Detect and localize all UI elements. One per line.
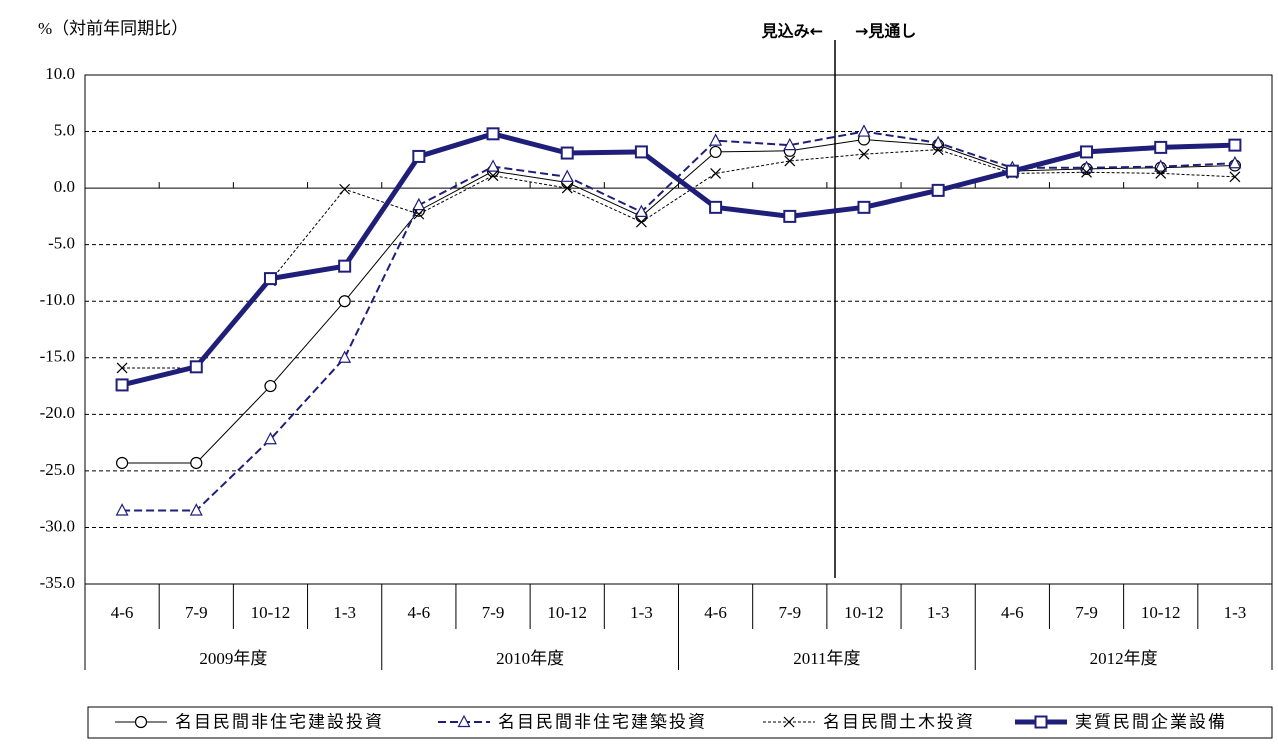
point xyxy=(189,360,203,374)
y-tick-label: -30.0 xyxy=(40,516,75,535)
x-tick-label: 10-12 xyxy=(1141,603,1181,622)
point xyxy=(560,146,574,160)
x-tick-label: 7-9 xyxy=(185,603,208,622)
point xyxy=(783,137,797,151)
y-tick-label: -20.0 xyxy=(40,403,75,422)
point xyxy=(931,183,945,197)
legend-marker xyxy=(1034,715,1048,729)
group-label: 2009年度 xyxy=(199,649,267,668)
point xyxy=(931,135,945,148)
point xyxy=(486,127,500,141)
y-tick-label: 0.0 xyxy=(54,177,75,196)
x-tick-label: 7-9 xyxy=(778,603,801,622)
point xyxy=(189,503,203,516)
point xyxy=(858,148,870,160)
point xyxy=(932,144,944,156)
legend-label: 実質民間企業設備 xyxy=(1075,713,1227,733)
series-line xyxy=(122,138,1235,464)
point xyxy=(338,259,352,273)
point xyxy=(634,145,648,159)
point xyxy=(1229,171,1241,183)
y-tick-label: -10.0 xyxy=(40,290,75,309)
x-tick-label: 1-3 xyxy=(333,603,356,622)
y-tick-label: 5.0 xyxy=(54,120,75,139)
point xyxy=(709,145,722,159)
legend-marker xyxy=(134,715,148,729)
y-tick-label: -25.0 xyxy=(40,460,75,479)
x-tick-label: 4-6 xyxy=(704,603,727,622)
point xyxy=(115,456,129,470)
legend-label: 名目民間土木投資 xyxy=(823,713,975,733)
point xyxy=(115,378,129,392)
y-tick-label: -15.0 xyxy=(40,347,75,366)
point xyxy=(190,456,203,470)
legend xyxy=(87,706,1273,739)
x-tick-label: 10-12 xyxy=(251,603,291,622)
annotation: 見込み← xyxy=(761,22,823,41)
point xyxy=(1154,159,1168,172)
x-tick-label: 7-9 xyxy=(1075,603,1098,622)
x-tick-label: 10-12 xyxy=(844,603,884,622)
y-tick-label: -35.0 xyxy=(40,573,75,592)
point xyxy=(857,124,871,137)
point xyxy=(784,155,796,167)
point xyxy=(412,197,426,211)
point xyxy=(1228,138,1242,152)
group-label: 2010年度 xyxy=(496,649,564,668)
x-tick-label: 4-6 xyxy=(1001,603,1024,622)
point xyxy=(634,204,648,217)
group-label: 2011年度 xyxy=(793,649,860,668)
legend-label: 名目民間非住宅建設投資 xyxy=(175,713,384,733)
series-line xyxy=(122,149,1235,369)
point xyxy=(264,379,277,393)
x-tick-label: 4-6 xyxy=(408,603,431,622)
group-label: 2012年度 xyxy=(1090,649,1158,668)
point xyxy=(1155,167,1167,179)
point xyxy=(560,169,574,182)
point xyxy=(263,272,277,286)
annotation: →見通し xyxy=(855,22,916,41)
x-tick-label: 1-3 xyxy=(1224,603,1247,622)
legend-marker xyxy=(457,714,471,728)
x-tick-label: 1-3 xyxy=(927,603,950,622)
point xyxy=(486,159,500,172)
point xyxy=(1080,145,1094,159)
point xyxy=(339,183,351,195)
x-tick-label: 1-3 xyxy=(630,603,653,622)
series-line xyxy=(121,131,1235,388)
point xyxy=(413,208,425,220)
legend-marker xyxy=(783,716,795,728)
point xyxy=(115,503,129,516)
point xyxy=(338,295,351,308)
series-line xyxy=(122,130,1235,512)
point xyxy=(635,216,647,228)
point xyxy=(1081,166,1092,178)
x-tick-label: 7-9 xyxy=(482,603,505,622)
y-tick-label: -5.0 xyxy=(48,234,75,253)
x-tick-label: 4-6 xyxy=(111,603,134,622)
point xyxy=(857,200,871,214)
point xyxy=(487,170,499,182)
point xyxy=(709,200,723,214)
point xyxy=(412,149,426,163)
point xyxy=(710,167,722,179)
point xyxy=(783,209,797,223)
point xyxy=(1228,155,1242,169)
y-axis-label: %（対前年同期比） xyxy=(38,19,188,38)
point xyxy=(561,182,573,194)
point xyxy=(1005,164,1019,178)
point xyxy=(116,362,128,374)
point xyxy=(1154,140,1168,154)
legend-label: 名目民間非住宅建築投資 xyxy=(498,713,707,733)
y-tick-label: 10.0 xyxy=(45,64,75,83)
point xyxy=(338,350,352,363)
point xyxy=(709,133,723,146)
x-tick-label: 10-12 xyxy=(547,603,587,622)
point xyxy=(263,431,277,445)
